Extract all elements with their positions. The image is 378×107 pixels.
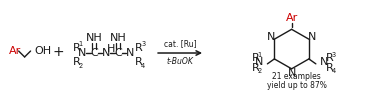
Text: NH: NH	[86, 33, 103, 43]
Text: t-BuOK: t-BuOK	[167, 57, 194, 66]
Text: N: N	[126, 48, 135, 58]
Text: 3: 3	[332, 52, 336, 58]
Text: N: N	[267, 32, 276, 42]
Text: R: R	[73, 57, 80, 67]
Text: Ar: Ar	[285, 13, 298, 23]
Text: 3: 3	[141, 41, 145, 47]
Text: 1: 1	[78, 41, 82, 47]
Text: R: R	[73, 43, 80, 53]
Text: +: +	[53, 45, 64, 59]
Text: 1: 1	[257, 52, 262, 58]
Text: N: N	[320, 57, 328, 67]
Text: R: R	[251, 53, 259, 63]
Text: cat. [Ru]: cat. [Ru]	[164, 39, 196, 48]
Text: 2: 2	[78, 63, 83, 69]
Text: N: N	[308, 32, 316, 42]
Text: 4: 4	[141, 63, 146, 69]
Text: 4: 4	[332, 68, 336, 74]
Text: Ar: Ar	[9, 46, 21, 56]
Text: yield up to 87%: yield up to 87%	[266, 81, 327, 90]
Text: R: R	[135, 43, 143, 53]
Text: 2: 2	[257, 68, 262, 74]
Text: R: R	[326, 53, 333, 63]
Text: H: H	[107, 44, 115, 54]
Text: N: N	[102, 48, 110, 58]
Text: R: R	[251, 63, 259, 73]
Text: R: R	[135, 57, 143, 67]
Text: NH: NH	[110, 33, 127, 43]
Text: N: N	[255, 57, 263, 67]
Text: N: N	[78, 48, 87, 58]
Text: R: R	[326, 63, 333, 73]
Text: C: C	[90, 48, 98, 58]
Text: C: C	[115, 48, 122, 58]
Text: 21 examples: 21 examples	[272, 72, 321, 81]
Text: OH: OH	[34, 46, 52, 56]
Text: N: N	[287, 68, 296, 78]
